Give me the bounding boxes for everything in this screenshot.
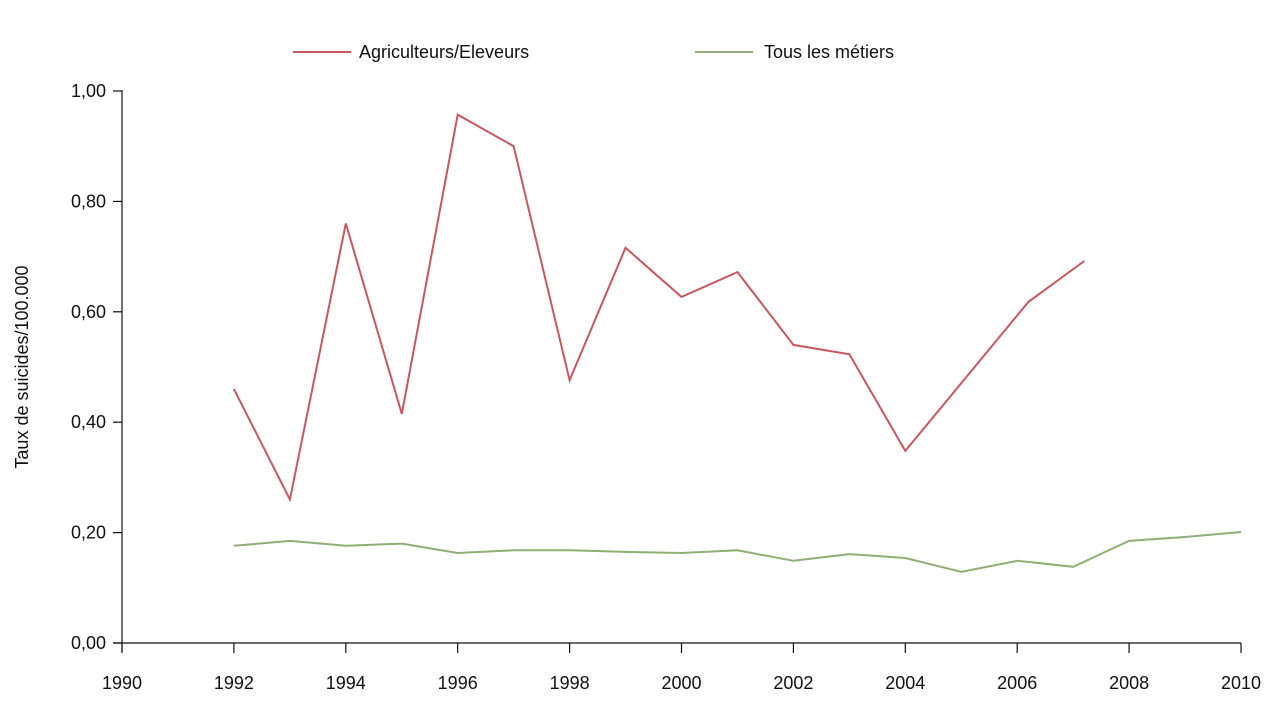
x-tick-label: 2002 xyxy=(773,673,813,693)
y-tick-label: 1,00 xyxy=(71,81,106,101)
y-tick-label: 0,00 xyxy=(71,633,106,653)
y-tick-label: 0,60 xyxy=(71,302,106,322)
legend: Agriculteurs/Eleveurs Tous les métiers xyxy=(293,42,894,62)
x-tick-label: 1992 xyxy=(214,673,254,693)
y-tick-label: 0,20 xyxy=(71,523,106,543)
legend-label-agriculteurs: Agriculteurs/Eleveurs xyxy=(359,42,529,62)
x-tick-label: 2010 xyxy=(1221,673,1261,693)
x-tick-label: 1998 xyxy=(550,673,590,693)
x-tick-label: 1996 xyxy=(438,673,478,693)
y-axis-ticks: 0,00 0,20 0,40 0,60 0,80 1,00 xyxy=(71,81,122,653)
x-tick-label: 2000 xyxy=(661,673,701,693)
y-axis-title: Taux de suicides/100.000 xyxy=(12,265,32,468)
plot-area xyxy=(233,113,1242,573)
x-axis-ticks: 1990 1992 1994 1996 1998 2000 2002 2004 2006 2008… xyxy=(102,643,1261,693)
x-tick-label: 2006 xyxy=(997,673,1037,693)
x-tick-label: 2008 xyxy=(1109,673,1149,693)
x-tick-label: 1990 xyxy=(102,673,142,693)
axes: 0,000,200,400,600,801,00 1990 1992 1994 199… xyxy=(71,81,1261,693)
x-tick-label: 1994 xyxy=(326,673,366,693)
y-tick-label: 0,80 xyxy=(71,191,106,211)
series-line-agriculteurs xyxy=(233,113,1085,503)
y-tick-label: 0,40 xyxy=(71,412,106,432)
legend-label-tous-metiers: Tous les métiers xyxy=(764,42,894,62)
series-line-tous-metiers xyxy=(233,531,1242,573)
x-tick-label: 2004 xyxy=(885,673,925,693)
